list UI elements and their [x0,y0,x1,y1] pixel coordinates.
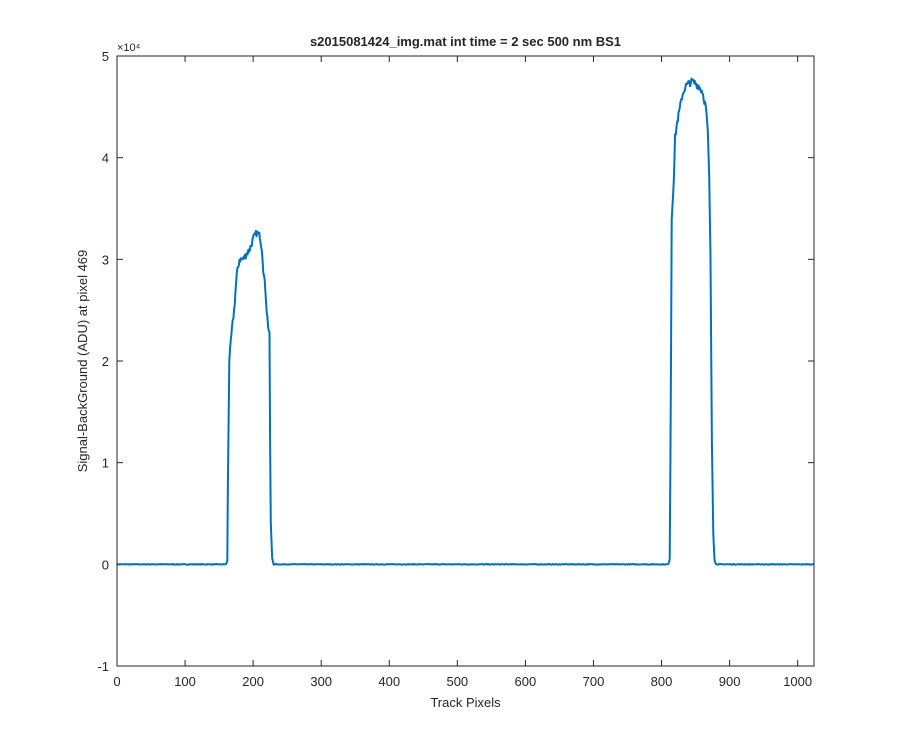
y-axis-label: Signal-BackGround (ADU) at pixel 469 [75,250,90,473]
series-line [116,77,815,566]
x-tick-label: 900 [719,674,741,689]
x-tick-label: 700 [583,674,605,689]
plot-area [117,56,814,666]
y-tick-label: 5 [102,49,109,64]
y-tick-label: 0 [102,557,109,572]
x-tick-label: 600 [515,674,537,689]
y-axis-exponent-label: ×10⁴ [117,42,141,54]
plot-border [116,55,815,667]
x-tick-label: 200 [242,674,264,689]
x-axis-label: Track Pixels [430,695,501,710]
y-tick-label: -1 [97,659,109,674]
chart-title: s2015081424_img.mat int time = 2 sec 500… [310,34,621,49]
x-tick-label: 400 [378,674,400,689]
y-tick-label: 2 [102,354,109,369]
y-tick-label: 4 [102,151,109,166]
x-axis-ticks: 0 100 200 300 400 500 600 700 800 900 1000 [113,56,812,689]
x-tick-label: 100 [174,674,196,689]
y-tick-label: 1 [102,456,109,471]
x-tick-label: 500 [446,674,468,689]
x-tick-label: 1000 [783,674,812,689]
x-tick-label: 0 [113,674,120,689]
y-tick-label: 3 [102,252,109,267]
x-tick-label: 800 [651,674,673,689]
x-tick-label: 300 [310,674,332,689]
